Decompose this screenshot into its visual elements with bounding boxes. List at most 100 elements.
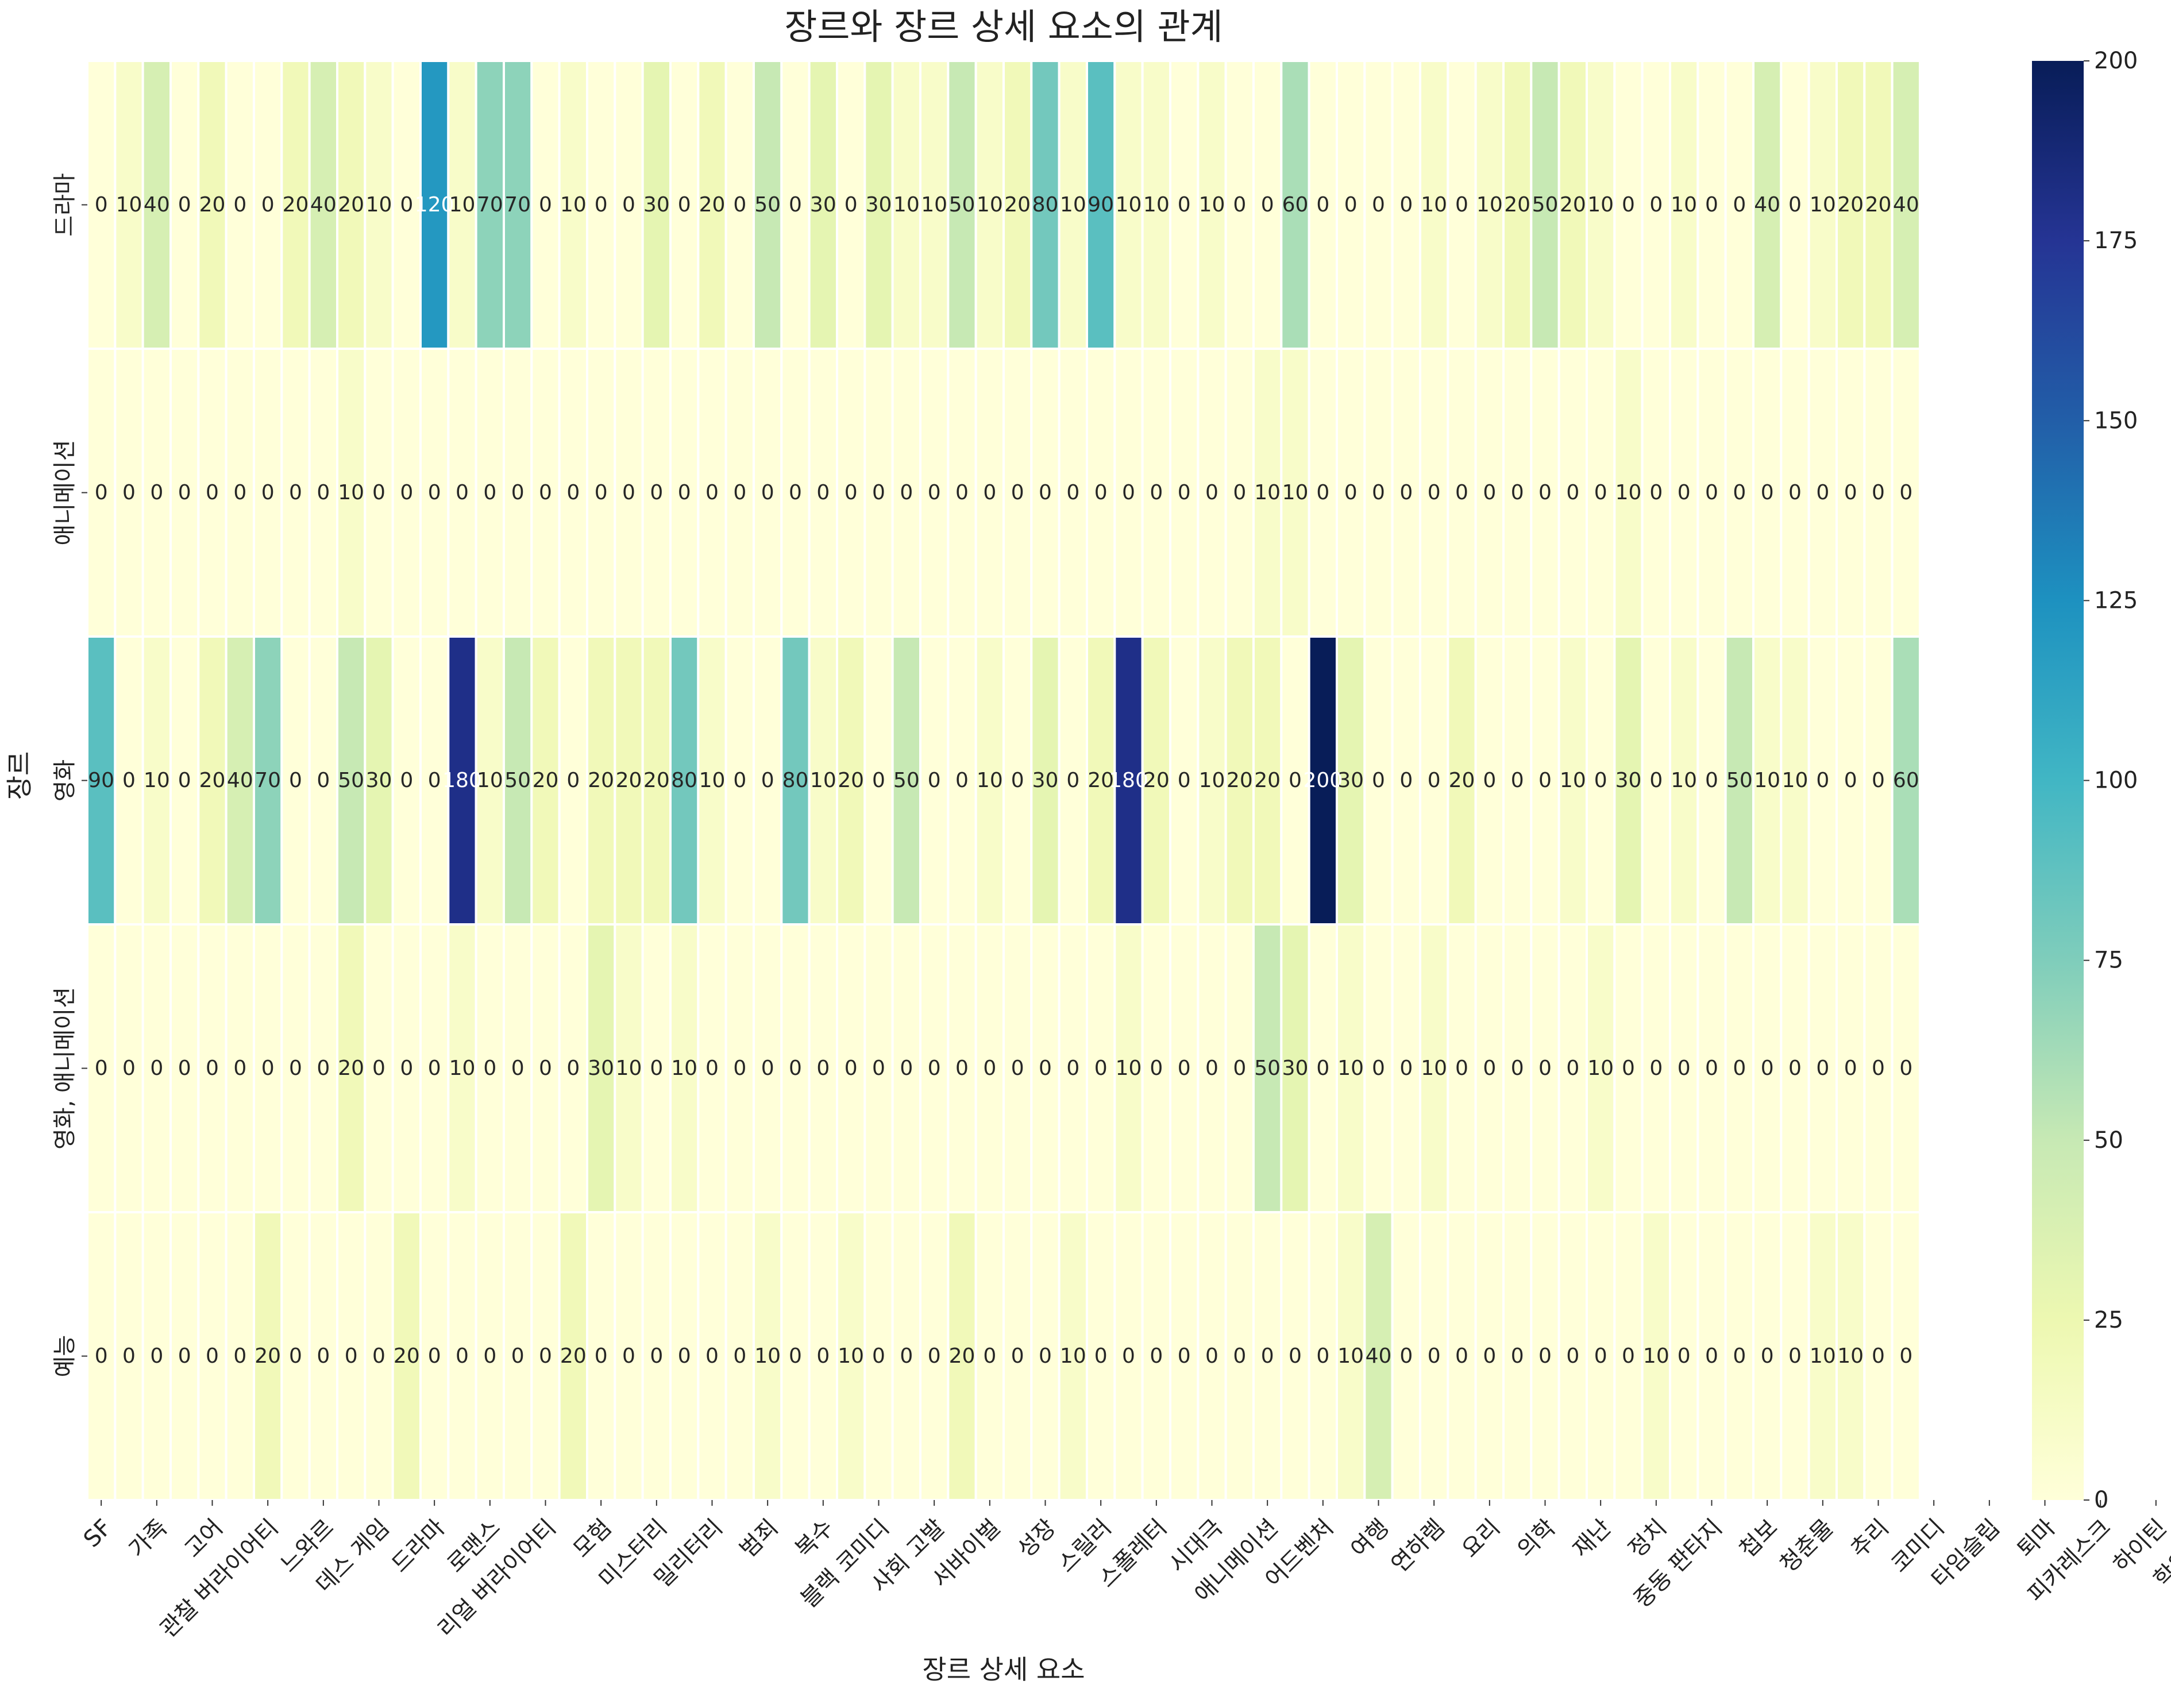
cell-value: 40	[1893, 193, 1919, 217]
x-tick-label: 모험	[568, 1514, 617, 1563]
cell-value: 0	[150, 481, 163, 504]
cell-value: 0	[1594, 769, 1607, 792]
cell-value: 0	[1483, 481, 1496, 504]
x-axis-label: 장르 상세 요소	[922, 1654, 1085, 1685]
cell-value: 0	[1622, 193, 1635, 217]
heatmap-cell	[919, 60, 950, 350]
cell-value: 0	[955, 481, 969, 504]
heatmap-cell	[586, 60, 616, 350]
heatmap-cell	[1807, 348, 1838, 638]
cell-value: 10	[1837, 1344, 1864, 1368]
cell-value: 0	[1372, 769, 1385, 792]
cell-value: 0	[1899, 481, 1912, 504]
cell-value: 10	[1421, 193, 1447, 217]
x-tick-label: 가족	[124, 1514, 173, 1563]
cell-value: 0	[1011, 1057, 1024, 1080]
cell-value: 0	[1372, 193, 1385, 217]
cell-value: 0	[650, 481, 663, 504]
cell-value: 0	[761, 1057, 774, 1080]
heatmap-cell	[1557, 923, 1588, 1213]
cell-value: 20	[1837, 193, 1864, 217]
heatmap-cell	[253, 348, 283, 638]
cell-value: 0	[428, 481, 441, 504]
cell-value: 0	[789, 193, 802, 217]
cell-value: 0	[1872, 1057, 1885, 1080]
cell-value: 0	[95, 1057, 108, 1080]
heatmap-cell	[1002, 923, 1033, 1213]
cell-value: 0	[1511, 1057, 1524, 1080]
cell-value: 80	[671, 769, 697, 792]
heatmap-cell	[808, 923, 839, 1213]
cell-value: 0	[233, 481, 246, 504]
cell-value: 0	[1705, 1344, 1718, 1368]
heatmap-cell	[336, 923, 367, 1213]
cell-value: 0	[233, 1057, 246, 1080]
cell-value: 10	[921, 193, 947, 217]
cell-value: 0	[1150, 481, 1163, 504]
cell-value: 10	[366, 193, 392, 217]
y-tick-label: 예능	[52, 1335, 78, 1378]
cell-value: 0	[1233, 193, 1246, 217]
cell-value: 180	[442, 769, 482, 792]
cell-value: 30	[643, 193, 670, 217]
heatmap-cell	[1557, 60, 1588, 350]
cell-value: 0	[872, 1057, 885, 1080]
cell-value: 10	[1587, 1057, 1614, 1080]
heatmap-cell	[447, 1211, 477, 1501]
cell-value: 0	[233, 193, 246, 217]
cell-value: 40	[1754, 193, 1780, 217]
heatmap-cell	[503, 348, 533, 638]
heatmap-cell	[1752, 348, 1783, 638]
heatmap-cell	[1863, 348, 1894, 638]
cell-value: 10	[1116, 193, 1142, 217]
heatmap-cell	[1724, 923, 1754, 1213]
cell-value: 0	[705, 481, 719, 504]
cell-value: 0	[678, 1344, 691, 1368]
cell-value: 10	[1337, 1344, 1364, 1368]
heatmap-cell	[1224, 1211, 1255, 1501]
cell-value: 0	[1705, 769, 1718, 792]
heatmap-cell	[1891, 348, 1921, 638]
cell-value: 0	[1150, 1344, 1163, 1368]
heatmap-cell	[1557, 1211, 1588, 1501]
cell-value: 50	[949, 193, 975, 217]
cell-value: 0	[400, 769, 413, 792]
heatmap-cell	[614, 60, 644, 350]
cell-value: 0	[1483, 1344, 1496, 1368]
heatmap-cell	[364, 635, 394, 926]
heatmap-cell	[447, 60, 477, 350]
x-tick-label: 복수	[790, 1514, 839, 1563]
cell-value: 0	[1788, 1057, 1802, 1080]
cell-value: 10	[838, 1344, 864, 1368]
cell-value: 20	[394, 1344, 420, 1368]
heatmap-cell	[1058, 635, 1089, 926]
cell-value: 0	[1150, 1057, 1163, 1080]
heatmap-cell	[1280, 1211, 1310, 1501]
cell-value: 0	[483, 1344, 496, 1368]
heatmap-cell	[503, 635, 533, 926]
x-tick-label: 고어	[179, 1514, 228, 1563]
x-tick-label: 성장	[1012, 1514, 1061, 1563]
x-tick-label: 범죄	[735, 1514, 784, 1563]
heatmap-cell	[1447, 1211, 1477, 1501]
cell-value: 0	[178, 193, 191, 217]
colorbar-tick-label: 50	[2094, 1127, 2123, 1154]
cell-value: 0	[1733, 481, 1746, 504]
heatmap-cell	[1863, 635, 1894, 926]
cell-value: 0	[400, 193, 413, 217]
cell-value: 0	[622, 193, 635, 217]
cell-value: 0	[1178, 193, 1191, 217]
cell-value: 0	[761, 769, 774, 792]
cell-value: 70	[477, 193, 503, 217]
cell-value: 0	[872, 481, 885, 504]
cell-value: 0	[1538, 1344, 1552, 1368]
heatmap-cell	[1197, 923, 1227, 1213]
cell-value: 0	[1455, 481, 1468, 504]
cell-value: 30	[366, 769, 392, 792]
cell-value: 0	[1372, 1057, 1385, 1080]
cell-value: 20	[533, 769, 559, 792]
heatmap-cell	[863, 923, 894, 1213]
cell-value: 0	[845, 481, 858, 504]
cell-value: 0	[1538, 1057, 1552, 1080]
